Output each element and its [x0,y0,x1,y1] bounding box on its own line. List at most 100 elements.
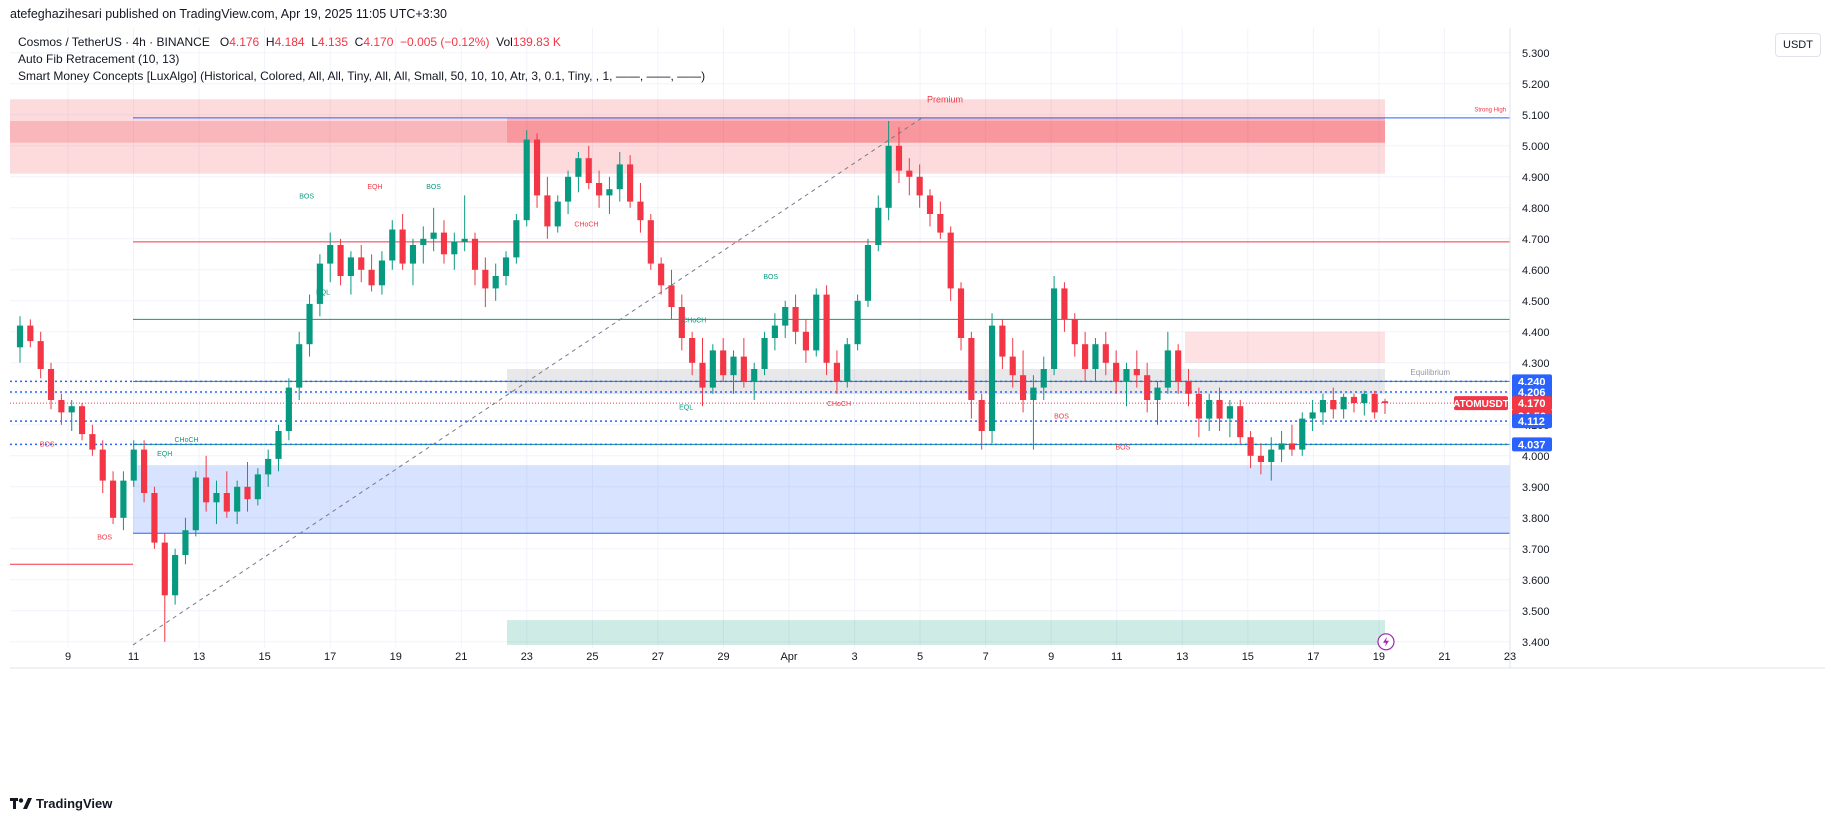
structure-label: BOS [97,535,112,542]
open-label: O [219,35,230,49]
structure-label: CHoCH [174,437,198,444]
candlestick-chart-svg[interactable]: 9 11 13 15 17 19 21 23 25 27 29 Apr 3 5 7 9 11 13 15 17 19 21… [10,28,1825,790]
x-tick-label: 11 [1111,651,1122,663]
candle-body [1288,443,1296,450]
candle-body [347,257,354,276]
candle-body [244,486,251,500]
candle-body [1051,288,1058,369]
candle-body [120,480,127,518]
candle-body [471,238,479,270]
y-tick-label: 4.600 [1522,265,1550,277]
x-tick-label: 7 [983,651,989,663]
candle-body [223,493,230,512]
candle-body [1381,401,1389,404]
price-chart[interactable]: 9 11 13 15 17 19 21 23 25 27 29 Apr 3 5 7 9 11 13 15 17 19 21… [10,28,1825,790]
x-tick-label: 25 [586,651,598,663]
candle-body [957,288,965,338]
candle-body [1071,319,1078,345]
x-tick-label: 19 [1373,651,1385,663]
tradingview-logo-icon [10,797,32,809]
y-tick-label: 4.800 [1522,203,1550,215]
y-tick-label: 4.700 [1522,234,1550,246]
y-tick-label: 4.000 [1522,451,1550,463]
candle-body [678,307,685,338]
y-tick-label: 3.500 [1522,606,1550,618]
price-label-box [1512,374,1552,389]
volume-label: Vol [496,35,513,49]
candle-body [637,201,644,221]
candle-body [689,338,696,363]
candle-body [1216,400,1223,419]
candle-body [27,325,34,342]
y-tick-label: 3.700 [1522,544,1550,556]
y-tick-label: 5.300 [1522,48,1550,60]
low-value: 4.135 [317,35,348,49]
candle-body [440,232,448,255]
candle-body [575,158,582,177]
x-tick-label: 9 [1048,651,1054,663]
structure-label: BOS [1054,414,1069,421]
candle-body [430,232,437,239]
candle-body [378,260,386,286]
price-label-text: 4.037 [1518,439,1546,451]
structure-label: BOS [1116,445,1131,452]
candle-body [420,238,427,245]
x-tick-label: Apr [780,651,797,663]
supply-zone-dark [10,121,1385,143]
change-value: −0.005 (−0.12%) [400,35,490,49]
price-label-box [1512,384,1552,399]
symbol-tag-text: ATOMUSDT [1453,399,1509,410]
candle-body [482,269,489,289]
tradingview-brand[interactable]: TradingView [10,796,112,811]
candle-body [833,362,841,382]
candle-body [978,400,985,431]
lightning-bolt-icon [1383,636,1389,647]
chart-legend: Cosmos / TetherUS · 4h · BINANCE O4.176 … [18,34,705,85]
candle-body [844,344,851,382]
price-label-text: 4.170 [1518,398,1546,410]
currency-button[interactable]: USDT [1775,33,1821,57]
candle-body [1340,396,1347,410]
candle-body [916,176,923,196]
candle-body [533,139,541,196]
candle-body [523,139,530,221]
candle-body [1144,375,1151,400]
candle-body [1092,344,1099,369]
candle-body [1185,381,1192,394]
candle-body [192,477,199,531]
x-tick-label: 17 [1307,651,1319,663]
candle-body [564,176,572,202]
candle-body [461,238,468,242]
candle-body [254,474,261,500]
candle-body [1195,393,1202,419]
close-value: 4.170 [363,35,394,49]
high-value: 4.184 [274,35,305,49]
candle-body [1082,344,1089,369]
candle-body [1061,288,1068,320]
indicator-fib[interactable]: Auto Fib Retracement (10, 13) [18,52,180,66]
structure-label: EQL [679,404,693,411]
x-tick-label: 21 [455,651,467,663]
candle-body [1154,387,1161,400]
candle-body [947,232,954,289]
candle-body [1361,393,1368,404]
candle-body [720,350,727,376]
demand-zone [133,465,1510,534]
candle-body [337,245,344,276]
price-label-box [1512,437,1552,452]
candle-body [751,369,758,382]
indicator-smc[interactable]: Smart Money Concepts [LuxAlgo] (Historic… [18,69,706,83]
y-tick-label: 5.200 [1522,79,1550,91]
candle-body [399,229,406,264]
candle-body [544,195,551,227]
candle-body [554,201,561,227]
candle-body [782,307,789,326]
publisher-line: atefeghazihesari published on TradingVie… [10,7,447,21]
candle-body [596,183,603,196]
symbol-title[interactable]: Cosmos / TetherUS · 4h · BINANCE [18,35,210,49]
candle-body [285,387,292,431]
candle-body [1030,387,1037,400]
candle-body [37,341,44,369]
y-tick-label: 3.600 [1522,575,1550,587]
candle-body [875,207,882,245]
